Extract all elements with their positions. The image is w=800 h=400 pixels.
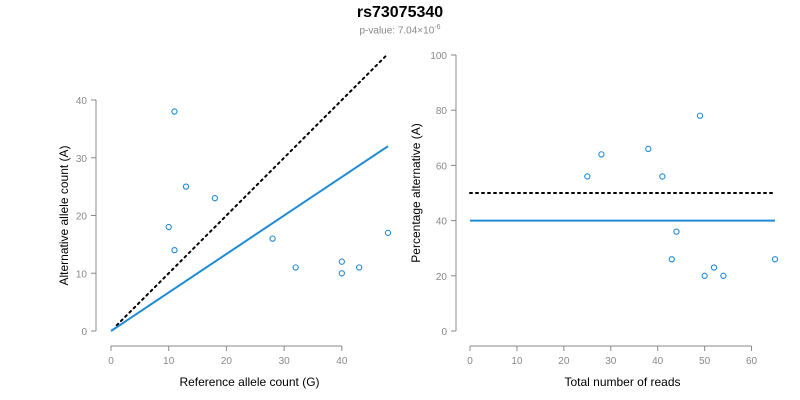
right-y-tick-label: 60 [436,161,448,172]
right-data-point [673,228,680,235]
left-x-tick-label: 30 [279,356,291,367]
left-data-point [384,229,392,236]
right-x-tick-label: 0 [467,356,473,367]
left-x-axis-title: Reference allele count (G) [179,375,319,389]
right-x-tick-label: 50 [699,356,711,367]
right-y-axis-title: Percentage alternative (A) [409,123,423,262]
right-data-point [598,151,605,158]
left-y-tick-label: 10 [76,269,88,280]
left-data-point [182,183,190,190]
chart-title: rs73075340 [356,4,444,21]
chart-subtitle: p-value: 7.04×10-6 [0,24,800,36]
right-y-tick-label: 20 [436,272,448,283]
right-data-point [701,272,708,279]
right-y-tick-label: 0 [441,327,447,338]
left-x-tick-label: 0 [108,356,114,367]
left-x-tick-label: 10 [163,356,175,367]
right-data-point [720,272,727,279]
left-data-point [338,270,345,277]
right-x-tick-label: 20 [558,356,570,367]
left-x-tick-label: 20 [221,356,233,367]
left-data-point [171,108,178,115]
right-x-tick-label: 40 [652,356,664,367]
pvalue-exponent: -6 [434,24,441,31]
left-data-point [355,264,363,271]
right-data-point [710,264,718,271]
left-fit-line [110,145,389,332]
right-data-point [584,173,591,180]
pvalue-text: p-value: 7.04×10 [359,25,435,37]
left-y-tick-label: 30 [76,154,88,165]
left-y-tick-label: 0 [81,327,87,338]
right-data-point [659,173,666,180]
left-data-point [269,235,276,242]
right-x-tick-label: 10 [511,356,523,367]
left-data-point [338,258,345,265]
left-y-tick-label: 20 [76,212,88,223]
left-x-tick-label: 40 [336,356,348,367]
left-y-axis-title: Alternative allele count (A) [57,145,71,285]
left-data-point [165,223,172,231]
right-data-point [696,112,704,119]
left-data-point [292,264,299,271]
left-expected-line [115,52,389,327]
right-y-tick-label: 100 [430,51,447,62]
left-data-point [211,195,219,202]
right-x-axis-title: Total number of reads [564,375,680,389]
right-y-tick-label: 80 [436,106,448,117]
right-data-point [668,256,675,263]
right-data-point [771,256,779,263]
left-y-tick-label: 40 [76,96,88,107]
right-y-tick-label: 40 [436,217,448,228]
right-x-tick-label: 60 [746,356,758,367]
right-data-point [645,145,652,152]
right-x-tick-label: 30 [605,356,617,367]
left-data-point [171,246,178,254]
